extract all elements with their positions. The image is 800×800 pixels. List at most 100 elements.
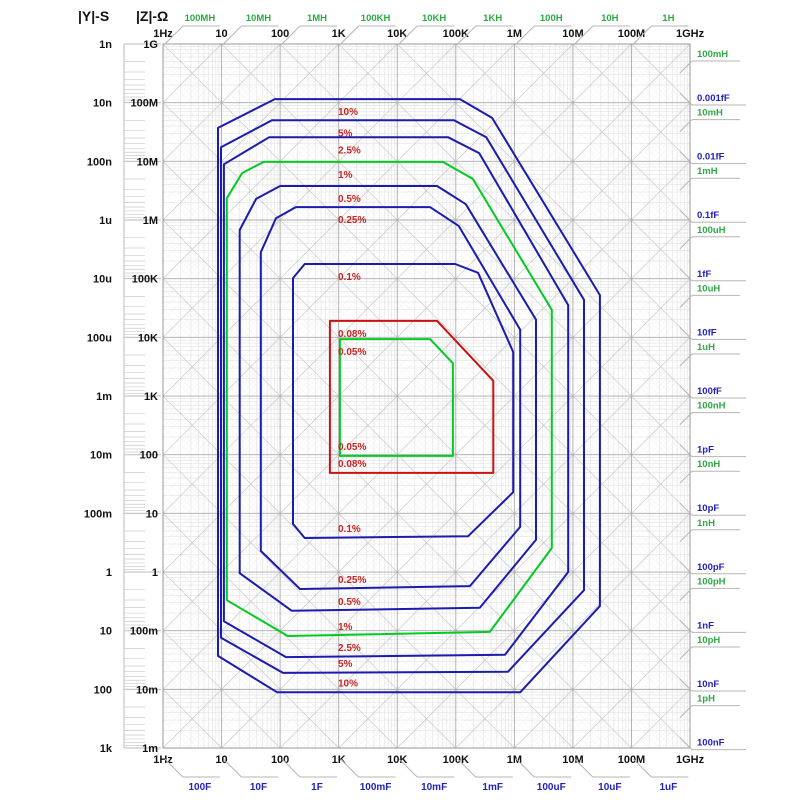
frequency-bottom-label: 1GHz <box>676 754 705 766</box>
inductance-top-label: 1MH <box>307 13 327 24</box>
contour-label-bottom: 1% <box>338 622 353 633</box>
impedance-tick-label: 1m <box>142 743 158 755</box>
capacitance-right-label: 0.1fF <box>697 210 719 221</box>
inductance-right-labels: 100mH 10mH 1mH 100uH 10uH 1uH 100nH 10nH 1nH 100p… <box>679 49 740 718</box>
contour-label-top: 0.08% <box>338 329 366 340</box>
capacitance-right-label: 10pF <box>697 503 719 514</box>
inductance-top-label: 100KH <box>361 13 391 24</box>
admittance-tick-label: 10m <box>90 450 112 462</box>
frequency-bottom-label: 100 <box>271 754 289 766</box>
impedance-tick-label: 1G <box>143 39 158 51</box>
contour-2.5% <box>222 136 570 659</box>
admittance-tick-label: 10u <box>93 274 112 286</box>
contour-label-bottom: 0.05% <box>338 442 366 453</box>
admittance-tick-label: 10n <box>93 98 112 110</box>
contour-label-top: 1% <box>338 170 353 181</box>
impedance-tick-label: 1 <box>152 567 158 579</box>
grid-diagonals <box>163 44 691 749</box>
contour-label-top: 0.25% <box>338 215 366 226</box>
contour-label-bottom: 0.1% <box>338 524 361 535</box>
capacitance-right-label: 100pF <box>697 562 725 573</box>
contour-5% <box>220 119 585 674</box>
frequency-top-label: 100 <box>271 28 289 40</box>
inductance-top-label: 100MH <box>185 13 216 24</box>
inductance-right-label: 10uH <box>697 283 720 294</box>
capacitance-right-labels: 0.001fF 0.01fF 0.1fF 1fF 10fF 100fF 1pF 10pF 100… <box>679 92 746 751</box>
inductance-top-label: 10MH <box>246 13 271 24</box>
admittance-tick-label: 1m <box>96 391 112 403</box>
contour-0.1% <box>292 263 515 539</box>
impedance-tick-label: 10 <box>146 508 158 520</box>
impedance-ticks: 1G 100M 10M 1M 100K 10K 1K 100 10 1 100m 10m 1m <box>130 39 158 755</box>
inductance-right-label: 100uH <box>697 225 726 236</box>
contour-label-top: 2.5% <box>338 145 361 156</box>
admittance-tick-label: 100n <box>87 156 112 168</box>
contour-0.08% <box>328 319 495 474</box>
contour-0.05% <box>338 338 454 457</box>
capacitance-right-label: 0.01fF <box>697 152 725 163</box>
frequency-top-label: 1GHz <box>676 28 705 40</box>
frequency-bottom-label: 100M <box>618 754 646 766</box>
inductance-right-label: 10nH <box>697 459 720 470</box>
capacitance-right-label: 10fF <box>697 327 717 338</box>
inductance-top-labels: 100MH 10MH 1MH 100KH 10KH 1KH 100H 10H 1H <box>164 13 689 45</box>
impedance-tick-label: 10m <box>136 684 158 696</box>
contour-label-top: 0.1% <box>338 272 361 283</box>
contour-label-top: 10% <box>338 107 358 118</box>
frequency-bottom-label: 100K <box>443 754 469 766</box>
frequency-top-label: 100K <box>443 28 469 40</box>
capacitance-bottom-label: 1F <box>311 782 323 793</box>
inductance-right-label: 1mH <box>697 166 718 177</box>
contour-1% <box>225 160 553 637</box>
admittance-tick-label: 10 <box>100 626 112 638</box>
impedance-tick-label: 100 <box>140 450 158 462</box>
capacitance-right-label: 100nF <box>697 738 725 749</box>
inductance-right-label: 1nH <box>697 518 715 529</box>
impedance-tick-label: 1M <box>143 215 158 227</box>
admittance-tick-label: 1 <box>106 567 112 579</box>
frequency-top-label: 1K <box>332 28 346 40</box>
contour-label-top: 0.5% <box>338 194 361 205</box>
frequency-top-label: 1Hz <box>153 28 173 40</box>
frequency-bottom-label: 10 <box>215 754 227 766</box>
capacitance-bottom-label: 100uF <box>537 782 566 793</box>
admittance-tick-label: 100 <box>94 684 112 696</box>
inductance-top-label: 100H <box>540 13 563 24</box>
admittance-axis-title: |Y|-S <box>78 8 110 24</box>
impedance-axis-title: |Z|-Ω <box>136 8 169 24</box>
contour-label-bottom: 0.5% <box>338 597 361 608</box>
inductance-right-label: 1pH <box>697 694 715 705</box>
capacitance-bottom-label: 10uF <box>598 782 621 793</box>
inductance-top-label: 1KH <box>483 13 502 24</box>
admittance-tick-label: 1u <box>99 215 112 227</box>
capacitance-bottom-label: 1uF <box>659 782 677 793</box>
contour-10% <box>217 98 601 694</box>
inductance-right-label: 10pH <box>697 635 720 646</box>
frequency-top-label: 1M <box>507 28 522 40</box>
impedance-tick-label: 1K <box>144 391 158 403</box>
capacitance-bottom-label: 1mF <box>482 782 503 793</box>
contour-label-top: 0.05% <box>338 347 366 358</box>
capacitance-right-label: 10nF <box>697 679 719 690</box>
impedance-tick-label: 100m <box>130 626 158 638</box>
inductance-right-label: 1uH <box>697 342 715 353</box>
contour-0.25% <box>259 206 522 590</box>
capacitance-bottom-label: 10mF <box>421 782 447 793</box>
contour-label-bottom: 2.5% <box>338 643 361 654</box>
inductance-right-label: 100mH <box>697 49 728 60</box>
inductance-right-label: 10mH <box>697 108 723 119</box>
capacitance-right-label: 100fF <box>697 386 722 397</box>
inductance-top-label: 10H <box>601 13 619 24</box>
frequency-bottom-label: 1K <box>332 754 346 766</box>
frequency-bottom-label: 1M <box>507 754 522 766</box>
capacitance-right-label: 0.001fF <box>697 93 730 104</box>
impedance-tick-label: 100K <box>132 274 158 286</box>
contour-label-bottom: 0.08% <box>338 459 366 470</box>
contour-label-top: 5% <box>338 128 353 139</box>
contour-label-bottom: 0.25% <box>338 575 366 586</box>
capacitance-bottom-label: 10F <box>250 782 267 793</box>
capacitance-bottom-labels: 100F 10F 1F 100mF 10mF 1mF 100uF 10uF 1uF <box>164 758 689 793</box>
impedance-tick-label: 10K <box>138 332 158 344</box>
